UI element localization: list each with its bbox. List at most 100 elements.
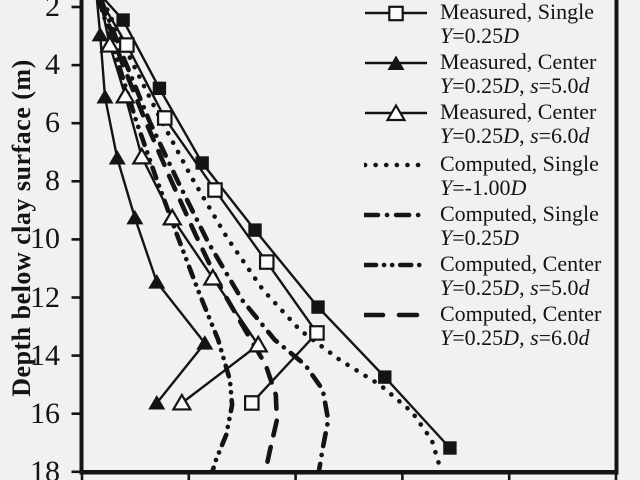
data-point-marker [161, 207, 183, 226]
y-axis-line [79, 0, 84, 474]
y-tick-mark [71, 5, 81, 9]
data-point-marker [202, 267, 224, 286]
legend-label-line1: Computed, Single [440, 151, 599, 176]
y-tick-label: 12 [30, 280, 60, 314]
legend-label-line1: Measured, Center [440, 49, 597, 74]
legend-sample-solid-filled-triangle [365, 55, 427, 70]
y-tick-label: 16 [30, 396, 60, 430]
y-tick-label: 10 [30, 222, 60, 256]
data-point-marker [108, 150, 126, 165]
data-point-marker [207, 182, 223, 198]
data-point-marker [152, 81, 167, 96]
data-point-marker [148, 274, 166, 289]
legend-sample-dotted [364, 162, 428, 168]
data-point-marker [244, 395, 260, 411]
legend-label-line1: Computed, Center [440, 251, 602, 276]
y-tick-mark [71, 63, 81, 67]
data-point-marker [387, 55, 405, 70]
legend-label: Measured, Center Y=0.25D, s=5.0d [440, 50, 596, 98]
y-tick-mark [71, 180, 81, 183]
y-tick-mark [71, 412, 81, 415]
data-point-marker [99, 34, 121, 53]
series-line-6 [95, 0, 206, 404]
legend-sample-solid-open-triangle [365, 103, 427, 122]
legend-item: Computed, Single Y=-1.00D [364, 152, 599, 200]
legend-label-line2: Y=0.25D, s=5.0d [440, 73, 590, 98]
data-point-marker [114, 85, 136, 104]
x-tick-mark [80, 474, 84, 480]
data-point-marker [248, 223, 262, 237]
data-point-marker [119, 37, 135, 53]
legend-item: Computed, Center Y=0.25D, s=6.0d [364, 302, 601, 350]
y-tick-label: 2 [45, 0, 60, 23]
y-tick-mark [71, 238, 81, 241]
y-tick-label: 14 [30, 338, 60, 372]
data-point-marker [311, 300, 325, 314]
data-point-marker [195, 156, 209, 170]
data-point-marker [126, 209, 144, 225]
legend-item: Computed, Center Y=0.25D, s=5.0d [364, 252, 601, 300]
legend-label-line1: Measured, Center [440, 99, 597, 124]
legend-sample-dashed [364, 312, 428, 318]
data-point-marker [378, 370, 392, 384]
data-point-marker [156, 110, 173, 126]
series-line-2 [96, 0, 235, 473]
data-point-marker [116, 13, 130, 27]
legend-label: Computed, Center Y=0.25D, s=5.0d [440, 252, 601, 300]
legend-item: Measured, Single Y=0.25D [364, 0, 594, 48]
legend-label: Computed, Single Y=-1.00D [440, 152, 599, 200]
legend-label: Computed, Single Y=0.25D [440, 202, 599, 250]
legend-label: Measured, Center Y=0.25D, s=6.0d [440, 100, 596, 148]
series-line-1 [98, 0, 331, 473]
data-point-marker [196, 335, 214, 350]
legend-label-line2: Y=-1.00D [440, 175, 527, 200]
legend-label: Measured, Single Y=0.25D [440, 0, 594, 48]
y-tick-mark [71, 296, 81, 299]
legend-item: Measured, Center Y=0.25D, s=5.0d [364, 50, 596, 98]
y-tick-mark [71, 354, 81, 357]
legend-label-line1: Computed, Center [440, 301, 602, 326]
x-tick-mark [294, 474, 297, 480]
x-tick-mark [187, 474, 191, 480]
series-line-4 [104, 0, 451, 449]
data-point-marker [96, 89, 114, 104]
data-point-marker [309, 325, 325, 341]
y-tick-mark [71, 121, 81, 125]
right-border [614, 0, 619, 474]
y-tick-label: 4 [45, 48, 60, 82]
data-point-marker [91, 26, 109, 42]
data-point-marker [385, 103, 407, 122]
data-point-marker [443, 441, 457, 455]
data-point-marker [148, 394, 166, 410]
legend-item: Measured, Center Y=0.25D, s=6.0d [364, 100, 596, 148]
legend-label-line2: Y=0.25D [440, 23, 520, 48]
legend-label-line2: Y=0.25D, s=6.0d [440, 123, 590, 148]
legend-label-line2: Y=0.25D [440, 225, 520, 250]
legend-label-line2: Y=0.25D, s=6.0d [440, 325, 590, 350]
data-point-marker [258, 254, 275, 270]
y-tick-label: 18 [30, 454, 60, 480]
data-point-marker [171, 392, 193, 411]
data-point-marker [131, 146, 153, 165]
data-point-marker [388, 5, 404, 22]
series-line-0 [100, 0, 444, 473]
legend-sample-dash-dot-dot [364, 262, 428, 268]
y-tick-mark [71, 470, 81, 474]
data-point-marker [247, 334, 269, 353]
legend-item: Computed, Single Y=0.25D [364, 202, 599, 250]
legend-sample-dash-dot [364, 212, 428, 218]
x-tick-mark [614, 474, 618, 480]
x-axis-line [79, 470, 619, 475]
x-tick-mark [507, 474, 511, 480]
series-markers [91, 13, 457, 455]
legend-label-line1: Measured, Single [440, 0, 594, 24]
legend-sample-solid-open-square [365, 5, 427, 22]
legend-label-line1: Computed, Single [440, 201, 599, 226]
plot-frame [71, 0, 619, 480]
x-tick-mark [401, 474, 404, 480]
y-tick-label: 8 [45, 164, 60, 198]
y-tick-label: 6 [45, 106, 60, 140]
legend-label: Computed, Center Y=0.25D, s=6.0d [440, 302, 601, 350]
